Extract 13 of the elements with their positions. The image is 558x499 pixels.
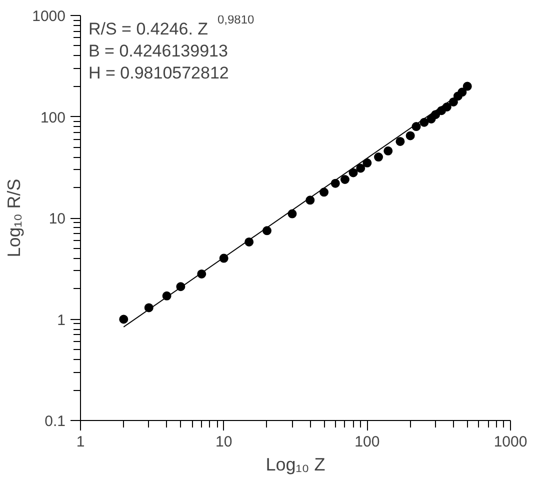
annotation: H = 0.9810572812: [88, 64, 229, 82]
y-tick-label: 1000: [32, 8, 66, 25]
x-axis-title: Log₁₀ Z: [266, 454, 326, 474]
annotation: B = 0.4246139913: [88, 42, 228, 60]
x-tick-label: 100: [354, 434, 380, 450]
x-tick-label: 1: [76, 434, 85, 450]
y-tick-label: 1: [57, 312, 66, 329]
y-axis-title: Log₁₀ R/S: [4, 178, 24, 258]
x-tick-label: 1000: [494, 434, 528, 450]
y-tick-label: 0.1: [44, 413, 66, 430]
y-tick-label: 10: [48, 210, 66, 228]
y-tick-label: 100: [40, 109, 66, 126]
x-tick-label: 10: [215, 434, 232, 450]
